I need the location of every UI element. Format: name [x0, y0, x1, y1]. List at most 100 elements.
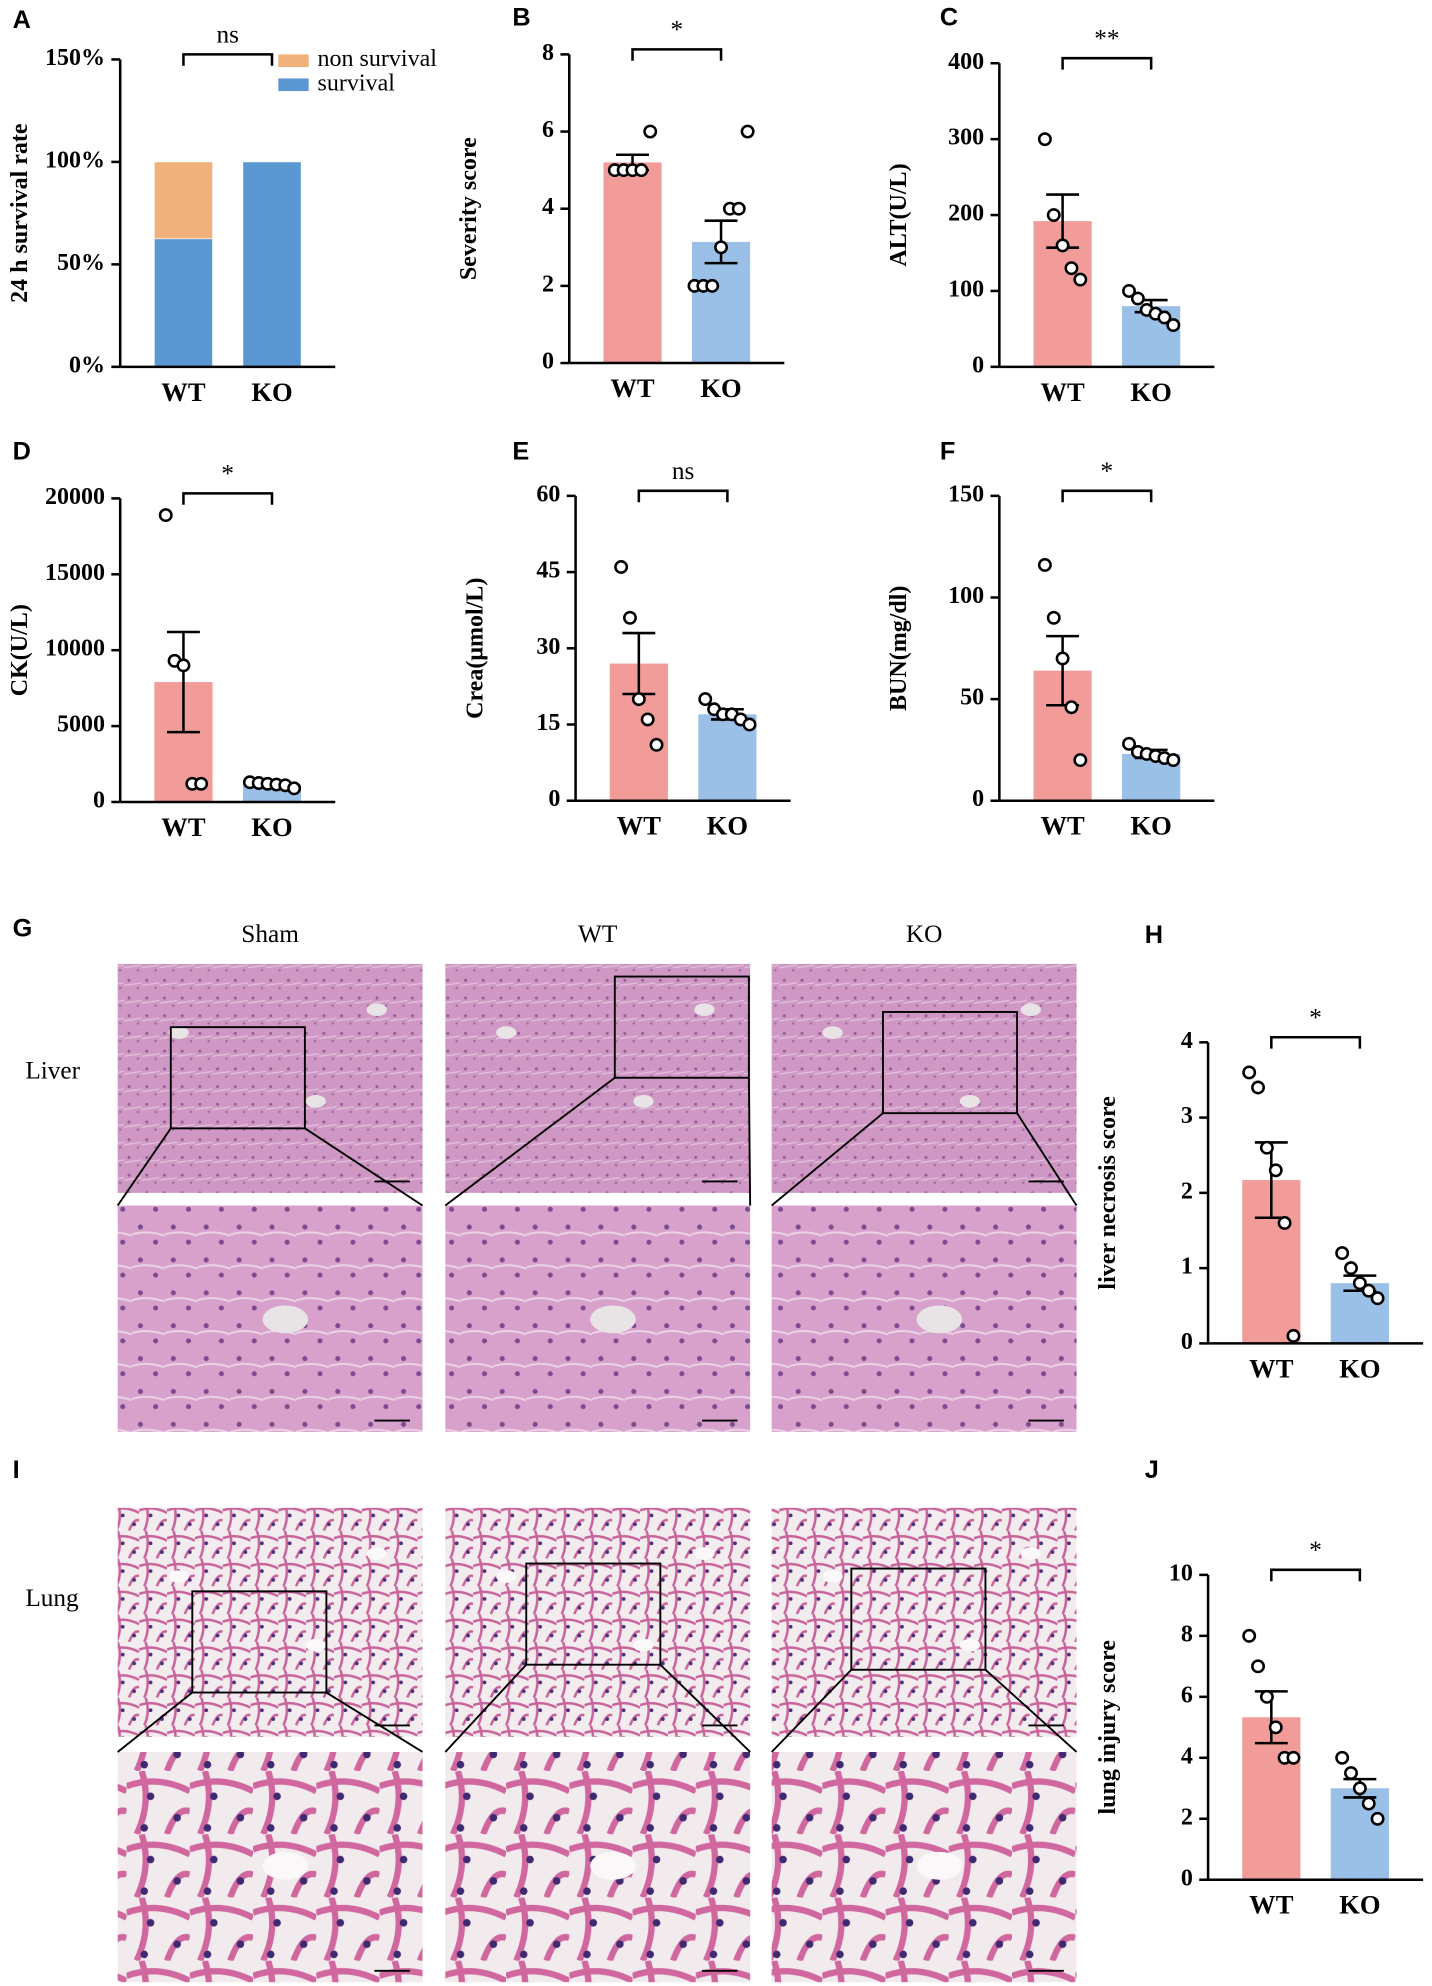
- y-tick-label: 5000: [57, 712, 105, 738]
- zoom-box: [191, 1590, 328, 1694]
- significance-bracket: [182, 492, 274, 505]
- column-label: WT: [578, 920, 618, 948]
- panel-letter: F: [940, 438, 955, 466]
- data-point: [1073, 753, 1088, 768]
- vessel: [590, 1305, 636, 1334]
- data-point: [631, 692, 646, 707]
- x-tick-label: KO: [1339, 1353, 1380, 1383]
- data-point: [649, 737, 664, 752]
- data-point: [1335, 1750, 1350, 1765]
- data-point: [740, 124, 755, 139]
- x-tick-label: KO: [1130, 377, 1171, 407]
- data-point: [1352, 1781, 1367, 1796]
- data-point: [1251, 1659, 1265, 1674]
- y-axis-label: ALT(U/L): [886, 163, 912, 266]
- significance-bracket: [1270, 1568, 1362, 1582]
- data-point: [1037, 132, 1052, 147]
- vessel: [694, 1547, 715, 1560]
- bar: [603, 162, 662, 364]
- data-point: [1361, 1283, 1376, 1298]
- y-tick-label: 3: [1181, 1103, 1193, 1129]
- significance-label: **: [1094, 24, 1119, 52]
- data-point: [158, 508, 173, 523]
- data-point: [1122, 283, 1136, 298]
- legend-swatch: [278, 54, 309, 68]
- y-tick-label: 6: [542, 117, 554, 143]
- micrograph: [771, 1507, 1077, 1737]
- significance-label: *: [1309, 1536, 1322, 1564]
- y-tick-label: 10: [1169, 1560, 1193, 1586]
- micrograph: [117, 963, 423, 1193]
- data-point: [1344, 1261, 1358, 1276]
- vessel: [959, 1638, 980, 1652]
- y-tick-label: 0: [1181, 1329, 1193, 1355]
- y-tick-label: 0: [93, 788, 105, 814]
- y-tick-label: 8: [542, 40, 554, 66]
- y-axis-label: lung injury score: [1095, 1640, 1121, 1815]
- bar-segment: [242, 161, 302, 368]
- panel-letter: H: [1145, 921, 1163, 949]
- vessel: [694, 1003, 715, 1017]
- data-point: [614, 560, 629, 574]
- vessel: [959, 1094, 980, 1108]
- data-point: [1268, 1720, 1283, 1735]
- x-tick-label: KO: [251, 377, 292, 407]
- panel-letter: E: [512, 438, 529, 466]
- significance-bracket: [1270, 1036, 1362, 1049]
- y-tick-label: 60: [536, 481, 560, 507]
- row-label: Liver: [25, 1056, 80, 1084]
- y-tick-label: 100%: [45, 147, 105, 173]
- data-point: [1122, 736, 1136, 751]
- significance-label: *: [1101, 457, 1114, 485]
- zoom-box: [882, 1011, 1019, 1115]
- data-point: [742, 717, 757, 732]
- y-axis-label: Crea(μmol/L): [462, 578, 488, 719]
- data-point: [1166, 318, 1181, 333]
- data-point: [1046, 610, 1061, 625]
- data-point: [634, 163, 649, 178]
- data-point: [176, 658, 191, 673]
- y-tick-label: 30: [536, 634, 560, 660]
- y-axis-label: liver necrosis score: [1095, 1096, 1121, 1290]
- y-tick-label: 20000: [45, 484, 105, 510]
- zoom-lines: [771, 1112, 1078, 1207]
- y-tick-label: 400: [948, 49, 984, 75]
- data-point: [1166, 753, 1181, 768]
- panel-letter: A: [13, 6, 31, 34]
- data-point: [1370, 1291, 1385, 1306]
- legend-label: survival: [318, 70, 396, 96]
- y-tick-label: 150%: [45, 45, 105, 71]
- vessel: [305, 1094, 326, 1108]
- y-tick-label: 0: [1181, 1865, 1193, 1891]
- zoom-lines: [444, 1664, 751, 1753]
- data-point: [1055, 651, 1070, 666]
- data-point: [1344, 1766, 1358, 1780]
- x-tick-label: KO: [251, 812, 292, 842]
- data-point: [1259, 1140, 1274, 1155]
- zoom-lines: [117, 1691, 424, 1753]
- y-tick-label: 0%: [69, 352, 105, 378]
- significance-bracket: [1061, 489, 1153, 503]
- significance-label: *: [670, 15, 683, 43]
- micrograph: [771, 963, 1077, 1193]
- data-point: [1157, 310, 1172, 325]
- y-tick-label: 4: [1181, 1028, 1193, 1054]
- vessel: [822, 1026, 843, 1039]
- y-tick-label: 50%: [57, 250, 105, 276]
- vessel: [916, 1851, 963, 1880]
- y-tick-label: 2: [1181, 1804, 1193, 1830]
- legend-swatch: [278, 78, 309, 92]
- vessel: [916, 1305, 963, 1334]
- data-point: [1064, 261, 1079, 276]
- vessel: [1020, 1003, 1041, 1017]
- y-tick-label: 2: [1181, 1178, 1193, 1204]
- y-tick-label: 0: [548, 786, 560, 812]
- data-point: [1242, 1628, 1257, 1643]
- y-tick-label: 2: [542, 271, 554, 297]
- vessel: [305, 1638, 326, 1652]
- y-tick-label: 100: [948, 276, 984, 302]
- significance-bracket: [637, 489, 729, 503]
- micrograph: [445, 1507, 751, 1737]
- data-point: [1046, 208, 1061, 223]
- data-point: [1370, 1811, 1385, 1826]
